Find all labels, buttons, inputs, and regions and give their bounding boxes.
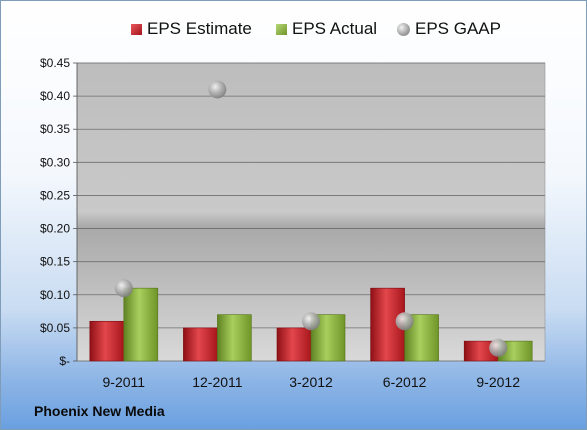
legend-swatch-gaap — [397, 23, 410, 36]
point-eps-gaap — [208, 80, 227, 99]
legend-eps-estimate: EPS Estimate — [131, 19, 252, 39]
bar-eps-estimate — [276, 327, 312, 362]
bar-eps-actual — [123, 287, 159, 362]
x-tick-label: 3-2012 — [289, 374, 333, 390]
legend-label-gaap: EPS GAAP — [415, 19, 501, 38]
bar-eps-estimate — [183, 327, 218, 362]
point-eps-gaap — [302, 312, 320, 331]
legend-eps-actual: EPS Actual — [276, 19, 377, 39]
y-tick-label: $0.40 — [40, 89, 70, 103]
x-tick-label: 6-2012 — [383, 374, 427, 390]
y-tick-label: $0.30 — [40, 155, 70, 169]
x-axis-labels: 9-2011 12-2011 3-2012 6-2012 9-2012 — [103, 374, 521, 390]
x-tick-label: 9-2011 — [103, 374, 146, 390]
legend-label-actual: EPS Actual — [292, 19, 378, 38]
x-tick-label: 12-2011 — [192, 374, 243, 390]
legend-swatch-estimate — [131, 24, 142, 35]
bar-eps-estimate — [89, 320, 125, 362]
y-axis-ticks: $- $0.05 $0.10 $0.15 $0.20 $0.25 $0.30 $0.35 $0.… — [40, 56, 78, 368]
bar-eps-actual — [217, 314, 252, 362]
y-tick-label: $0.05 — [40, 321, 70, 335]
y-tick-label: $0.10 — [40, 288, 70, 302]
legend-label-estimate: EPS Estimate — [147, 19, 252, 38]
point-eps-gaap — [114, 279, 133, 298]
y-tick-label: $0.35 — [40, 122, 70, 136]
legend-swatch-actual — [276, 24, 287, 35]
point-eps-gaap — [489, 338, 508, 357]
gaap-points — [114, 80, 508, 357]
point-eps-gaap — [395, 312, 414, 331]
y-tick-label: $0.20 — [40, 222, 70, 236]
y-tick-label: $- — [59, 354, 70, 368]
legend-eps-gaap: EPS GAAP — [397, 19, 501, 39]
company-name: Phoenix New Media — [34, 403, 165, 419]
x-tick-label: 9-2012 — [476, 374, 520, 390]
y-tick-label: $0.25 — [40, 188, 70, 202]
y-tick-label: $0.15 — [40, 255, 70, 269]
y-tick-label: $0.45 — [40, 56, 70, 70]
